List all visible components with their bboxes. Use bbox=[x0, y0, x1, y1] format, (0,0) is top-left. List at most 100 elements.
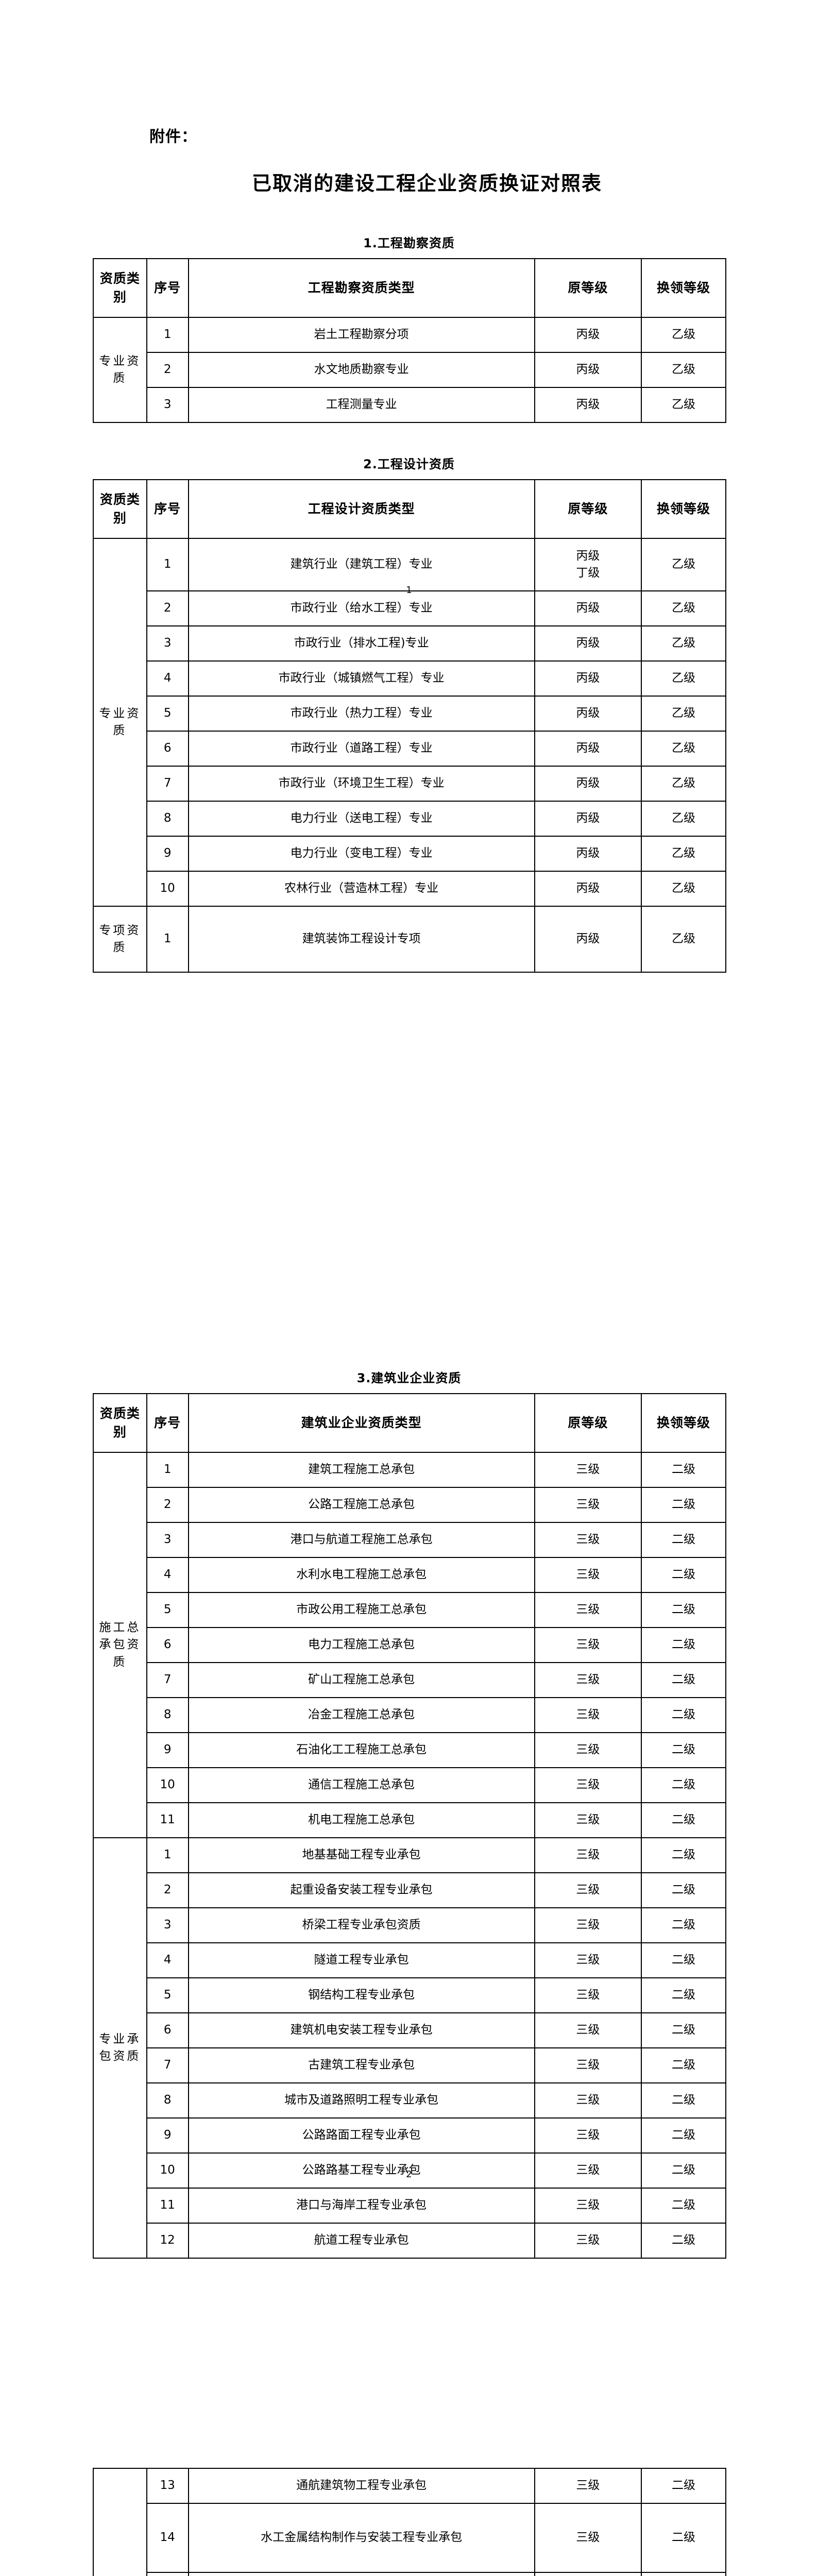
row-type: 机电工程施工总承包 bbox=[188, 1802, 535, 1838]
row-original-grade: 三级 bbox=[534, 1557, 642, 1593]
row-original-grade: 丙级 bbox=[534, 766, 642, 802]
row-type: 市政行业（给水工程）专业 bbox=[188, 590, 535, 626]
row-new-grade: 乙级 bbox=[641, 352, 726, 388]
row-new-grade: 二级 bbox=[641, 2082, 726, 2119]
row-new-grade: 乙级 bbox=[641, 871, 726, 907]
row-type: 通信工程施工总承包 bbox=[188, 1767, 535, 1803]
table-row: 12 航道工程专业承包 三级 二级 bbox=[93, 2223, 726, 2259]
row-no: 9 bbox=[146, 1732, 189, 1768]
row-no: 10 bbox=[146, 871, 189, 907]
row-new-grade: 二级 bbox=[641, 2223, 726, 2259]
col-header-no: 序号 bbox=[146, 1393, 189, 1453]
col-header-new-grade: 换领等级 bbox=[641, 258, 726, 318]
row-original-grade: 三级 bbox=[534, 2153, 642, 2189]
row-new-grade: 二级 bbox=[641, 1942, 726, 1978]
table-row: 8 城市及道路照明工程专业承包 三级 二级 bbox=[93, 2082, 726, 2119]
row-new-grade: 二级 bbox=[641, 1557, 726, 1593]
table-row: 7 市政行业（环境卫生工程）专业 丙级 乙级 bbox=[93, 766, 726, 802]
row-type: 石油化工工程施工总承包 bbox=[188, 1732, 535, 1768]
table-row: 施工总承包资质 1 建筑工程施工总承包 三级 二级 bbox=[93, 1452, 726, 1838]
row-original-grade: 丙级 bbox=[534, 906, 642, 973]
row-new-grade: 二级 bbox=[641, 1977, 726, 2013]
row-no: 7 bbox=[146, 766, 189, 802]
table-row: 8 冶金工程施工总承包 三级 二级 bbox=[93, 1697, 726, 1733]
row-original-grade: 丙级 bbox=[534, 660, 642, 697]
table-header-row: 资质类别 序号 工程设计资质类型 原等级 换领等级 bbox=[93, 479, 726, 539]
table-row: 专业资质 1 岩土工程勘察分项 丙级 乙级 bbox=[93, 317, 726, 423]
col-header-new-grade: 换领等级 bbox=[641, 479, 726, 539]
col-header-original-grade: 原等级 bbox=[534, 1393, 642, 1453]
row-new-grade: 乙级 bbox=[641, 538, 726, 591]
table-row: 6 市政行业（道路工程）专业 丙级 乙级 bbox=[93, 731, 726, 767]
row-no: 9 bbox=[146, 2117, 189, 2154]
row-new-grade: 乙级 bbox=[641, 836, 726, 872]
table-row: 13 通航建筑物工程专业承包 三级 二级 bbox=[93, 2468, 726, 2576]
row-new-grade: 二级 bbox=[641, 2503, 726, 2573]
table-3-caption: 3.建筑业企业资质 bbox=[356, 1371, 462, 1385]
row-type: 电力工程施工总承包 bbox=[188, 1627, 535, 1663]
attachment-label: 附件： bbox=[149, 128, 197, 146]
table-1-caption: 1.工程勘察资质 bbox=[363, 236, 455, 250]
row-category: 专项资质 bbox=[93, 906, 147, 973]
row-no: 3 bbox=[146, 1522, 189, 1558]
row-new-grade: 乙级 bbox=[641, 317, 726, 353]
table-row: 专业资质 1 建筑行业（建筑工程）专业 丙级 丁级 乙级 bbox=[93, 538, 726, 907]
table-engineering-design-qualification: 资质类别 序号 工程设计资质类型 原等级 换领等级 专业资质 1 建筑行业（建筑… bbox=[93, 479, 726, 973]
table-row: 9 电力行业（变电工程）专业 丙级 乙级 bbox=[93, 836, 726, 872]
row-original-grade: 三级 bbox=[534, 1592, 642, 1628]
table-row: 10 通信工程施工总承包 三级 二级 bbox=[93, 1767, 726, 1803]
row-type: 水工金属结构制作与安装工程专业承包 bbox=[188, 2503, 535, 2573]
row-original-grade: 丙级 bbox=[534, 317, 642, 353]
table-row: 2 公路工程施工总承包 三级 二级 bbox=[93, 1487, 726, 1523]
table-2-caption: 2.工程设计资质 bbox=[363, 457, 455, 471]
row-new-grade: 乙级 bbox=[641, 696, 726, 732]
row-original-grade: 三级 bbox=[534, 1662, 642, 1698]
table-row: 8 电力行业（送电工程）专业 丙级 乙级 bbox=[93, 801, 726, 837]
row-original-grade: 三级 bbox=[534, 1907, 642, 1943]
row-original-grade: 三级 bbox=[534, 1452, 642, 1488]
table-row: 7 古建筑工程专业承包 三级 二级 bbox=[93, 2047, 726, 2083]
row-no: 6 bbox=[146, 2012, 189, 2048]
document-page-1: 附件： 已取消的建设工程企业资质换证对照表 1.工程勘察资质 资质类别 序号 工… bbox=[0, 0, 818, 1157]
table-row: 10 农林行业（营造林工程）专业 丙级 乙级 bbox=[93, 871, 726, 907]
row-no: 8 bbox=[146, 1697, 189, 1733]
table-row: 5 市政公用工程施工总承包 三级 二级 bbox=[93, 1592, 726, 1628]
table-row: 2 起重设备安装工程专业承包 三级 二级 bbox=[93, 1872, 726, 1908]
row-no: 2 bbox=[146, 590, 189, 626]
row-type: 城市及道路照明工程专业承包 bbox=[188, 2082, 535, 2119]
col-header-new-grade: 换领等级 bbox=[641, 1393, 726, 1453]
row-type: 水利水电机电安装工程专业承包 bbox=[188, 2572, 535, 2576]
row-original-grade: 三级 bbox=[534, 2082, 642, 2119]
row-no: 14 bbox=[146, 2503, 189, 2573]
row-type: 建筑装饰工程设计专项 bbox=[188, 906, 535, 973]
row-no: 2 bbox=[146, 1872, 189, 1908]
row-new-grade: 二级 bbox=[641, 2188, 726, 2224]
row-type: 港口与航道工程施工总承包 bbox=[188, 1522, 535, 1558]
row-type: 农林行业（营造林工程）专业 bbox=[188, 871, 535, 907]
row-category: 施工总承包资质 bbox=[93, 1452, 147, 1838]
row-new-grade: 乙级 bbox=[641, 801, 726, 837]
row-type: 水文地质勘察专业 bbox=[188, 352, 535, 388]
table-row: 3 桥梁工程专业承包资质 三级 二级 bbox=[93, 1907, 726, 1943]
row-type: 航道工程专业承包 bbox=[188, 2223, 535, 2259]
row-new-grade: 二级 bbox=[641, 1592, 726, 1628]
col-header-type: 工程设计资质类型 bbox=[188, 479, 535, 539]
row-new-grade: 乙级 bbox=[641, 906, 726, 973]
row-type: 公路路基工程专业承包 bbox=[188, 2153, 535, 2189]
row-type: 岩土工程勘察分项 bbox=[188, 317, 535, 353]
row-new-grade: 二级 bbox=[641, 1802, 726, 1838]
row-new-grade: 二级 bbox=[641, 1627, 726, 1663]
row-no: 10 bbox=[146, 1767, 189, 1803]
table-row: 9 公路路面工程专业承包 三级 二级 bbox=[93, 2117, 726, 2154]
table-row: 9 石油化工工程施工总承包 三级 二级 bbox=[93, 1732, 726, 1768]
table-header-row: 资质类别 序号 工程勘察资质类型 原等级 换领等级 bbox=[93, 258, 726, 318]
row-type: 矿山工程施工总承包 bbox=[188, 1662, 535, 1698]
col-header-no: 序号 bbox=[146, 258, 189, 318]
table-row: 专项资质 1 建筑装饰工程设计专项 丙级 乙级 bbox=[93, 906, 726, 973]
row-no: 15 bbox=[146, 2572, 189, 2576]
row-no: 8 bbox=[146, 801, 189, 837]
table-row: 10 公路路基工程专业承包 三级 二级 bbox=[93, 2153, 726, 2189]
row-new-grade: 二级 bbox=[641, 2012, 726, 2048]
row-no: 11 bbox=[146, 1802, 189, 1838]
table-row: 5 钢结构工程专业承包 三级 二级 bbox=[93, 1977, 726, 2013]
